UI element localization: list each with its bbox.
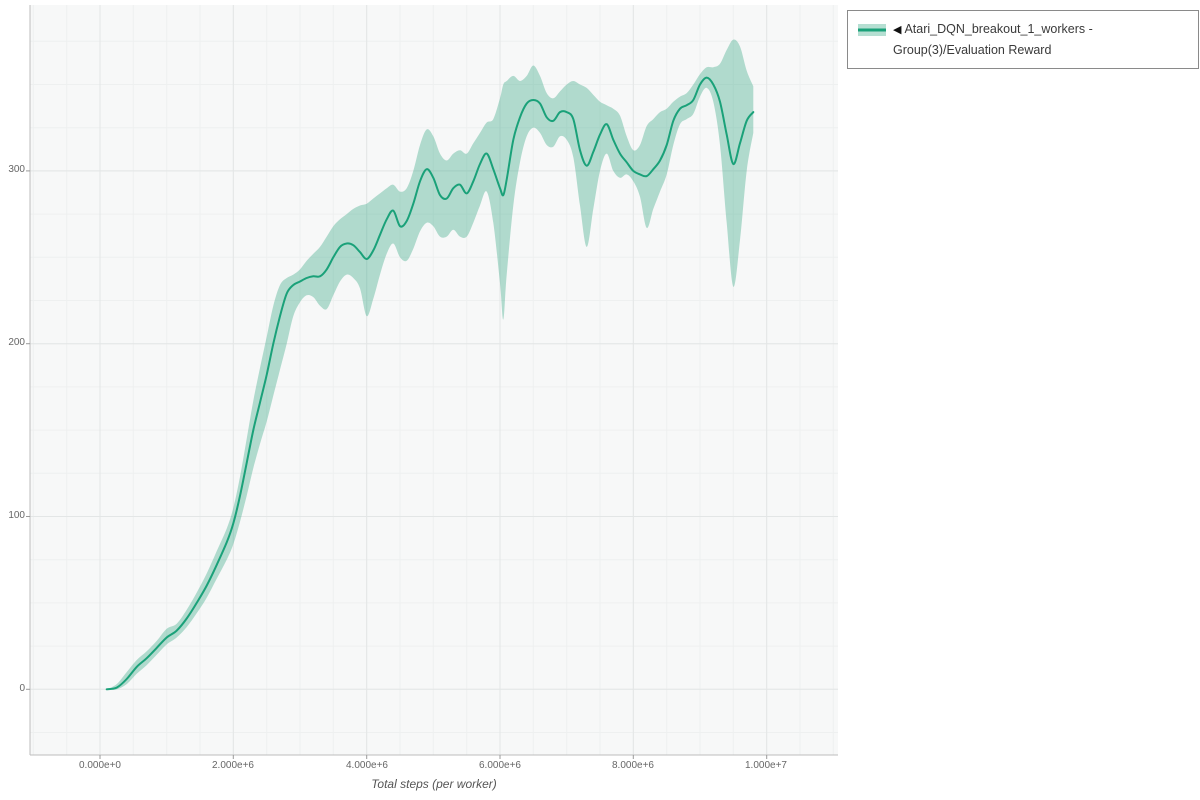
legend-series-label: Atari_DQN_breakout_1_workers - Group(3)/… [893, 22, 1093, 57]
legend-collapse-marker-icon: ◀ [893, 24, 902, 36]
y-tick-label-0: 0 [19, 683, 25, 694]
legend-box: ◀ Atari_DQN_breakout_1_workers - Group(3)… [847, 10, 1199, 69]
x-axis-title: Total steps (per worker) [371, 777, 497, 791]
x-tick-label-3: 6.000e+6 [479, 760, 521, 771]
x-tick-label-0: 0.000e+0 [79, 760, 121, 771]
x-tick-label-4: 8.000e+6 [612, 760, 654, 771]
x-tick-label-5: 1.000e+7 [745, 760, 787, 771]
x-tick-label-1: 2.000e+6 [212, 760, 254, 771]
x-tick-label-2: 4.000e+6 [346, 760, 388, 771]
y-tick-label-200: 200 [8, 337, 25, 348]
y-tick-label-300: 300 [8, 164, 25, 175]
legend-line-sample-icon [858, 24, 886, 36]
legend-item[interactable]: ◀ Atari_DQN_breakout_1_workers - Group(3)… [893, 19, 1188, 60]
y-tick-label-100: 100 [8, 510, 25, 521]
